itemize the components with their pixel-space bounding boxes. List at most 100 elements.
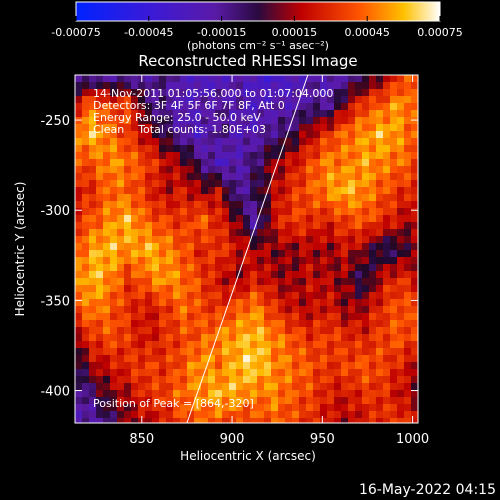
heatmap-cell (145, 222, 153, 230)
heatmap-cell (82, 215, 90, 223)
heatmap-cell (411, 75, 418, 83)
heatmap-cell (299, 257, 307, 265)
heatmap-cell (264, 257, 272, 265)
heatmap-cell (124, 355, 132, 363)
heatmap-cell (376, 180, 384, 188)
heatmap-cell (341, 124, 349, 132)
heatmap-cell (103, 89, 111, 97)
heatmap-cell (110, 159, 118, 167)
heatmap-cell (166, 285, 174, 293)
heatmap-cell (215, 404, 223, 412)
heatmap-cell (187, 418, 195, 423)
heatmap-cell (376, 89, 384, 97)
heatmap-cell (369, 159, 377, 167)
heatmap-cell (250, 180, 258, 188)
heatmap-cell (131, 201, 139, 209)
heatmap-cell (110, 313, 118, 321)
heatmap-cell (75, 159, 83, 167)
heatmap-cell (355, 404, 363, 412)
heatmap-cell (236, 404, 244, 412)
heatmap-cell (208, 243, 216, 251)
heatmap-cell (355, 278, 363, 286)
heatmap-cell (306, 418, 314, 423)
heatmap-cell (250, 236, 258, 244)
heatmap-cell (96, 138, 104, 146)
heatmap-cell (257, 124, 265, 132)
heatmap-cell (271, 264, 279, 272)
heatmap-cell (383, 117, 391, 125)
heatmap-cell (75, 299, 83, 307)
heatmap-cell (103, 313, 111, 321)
heatmap-cell (278, 236, 286, 244)
heatmap-cell (138, 110, 146, 118)
heatmap-cell (152, 390, 160, 398)
heatmap-cell (320, 341, 328, 349)
heatmap-cell (110, 75, 118, 83)
heatmap-cell (313, 180, 321, 188)
heatmap-cell (208, 369, 216, 377)
heatmap-cell (180, 82, 188, 90)
heatmap-cell (341, 362, 349, 370)
heatmap-cell (236, 145, 244, 153)
heatmap-cell (215, 390, 223, 398)
heatmap-cell (348, 187, 356, 195)
heatmap-cell (383, 166, 391, 174)
heatmap-cell (201, 271, 209, 279)
heatmap-cell (376, 152, 384, 160)
heatmap-cell (173, 390, 181, 398)
heatmap-cell (138, 131, 146, 139)
heatmap-cell (250, 250, 258, 258)
heatmap-cell (215, 306, 223, 314)
heatmap-cell (187, 236, 195, 244)
heatmap-cell (75, 236, 83, 244)
heatmap-cell (271, 180, 279, 188)
heatmap-cell (117, 117, 125, 125)
heatmap-cell (320, 166, 328, 174)
heatmap-cell (117, 89, 125, 97)
heatmap-cell (369, 418, 377, 423)
heatmap-cell (243, 355, 251, 363)
heatmap-cell (243, 215, 251, 223)
heatmap-cell (243, 334, 251, 342)
heatmap-cell (222, 299, 230, 307)
heatmap-cell (362, 124, 370, 132)
heatmap-cell (152, 236, 160, 244)
y-axis-ticks: -250-300-350-400 (40, 114, 418, 400)
heatmap-cell (404, 117, 412, 125)
heatmap-cell (264, 124, 272, 132)
heatmap-cell (306, 264, 314, 272)
heatmap-cell (145, 82, 153, 90)
heatmap-cell (89, 418, 97, 423)
heatmap-cell (306, 124, 314, 132)
heatmap-cell (229, 334, 237, 342)
heatmap-cell (390, 208, 398, 216)
heatmap-cell (201, 145, 209, 153)
heatmap-cell (292, 383, 300, 391)
heatmap-cell (96, 229, 104, 237)
heatmap-cell (131, 222, 139, 230)
heatmap-cell (292, 236, 300, 244)
heatmap-cell (348, 334, 356, 342)
heatmap-cell (390, 145, 398, 153)
heatmap-cell (82, 96, 90, 104)
heatmap-cell (82, 222, 90, 230)
heatmap-cell (383, 96, 391, 104)
heatmap-cell (299, 250, 307, 258)
heatmap-cell (110, 250, 118, 258)
heatmap-cell (334, 327, 342, 335)
heatmap-cell (75, 89, 83, 97)
heatmap-cell (250, 145, 258, 153)
heatmap-cell (89, 411, 97, 419)
heatmap-cell (222, 271, 230, 279)
heatmap-cell (166, 418, 174, 423)
heatmap-cell (187, 159, 195, 167)
heatmap-cell (264, 355, 272, 363)
heatmap-cell (208, 397, 216, 405)
heatmap-cell (110, 404, 118, 412)
heatmap-cell (75, 383, 83, 391)
heatmap-cell (75, 362, 83, 370)
heatmap-cell (278, 292, 286, 300)
heatmap-cell (355, 236, 363, 244)
heatmap-cell (404, 383, 412, 391)
heatmap-cell (285, 348, 293, 356)
